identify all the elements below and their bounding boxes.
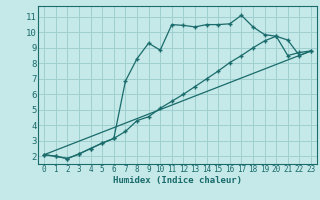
X-axis label: Humidex (Indice chaleur): Humidex (Indice chaleur): [113, 176, 242, 185]
